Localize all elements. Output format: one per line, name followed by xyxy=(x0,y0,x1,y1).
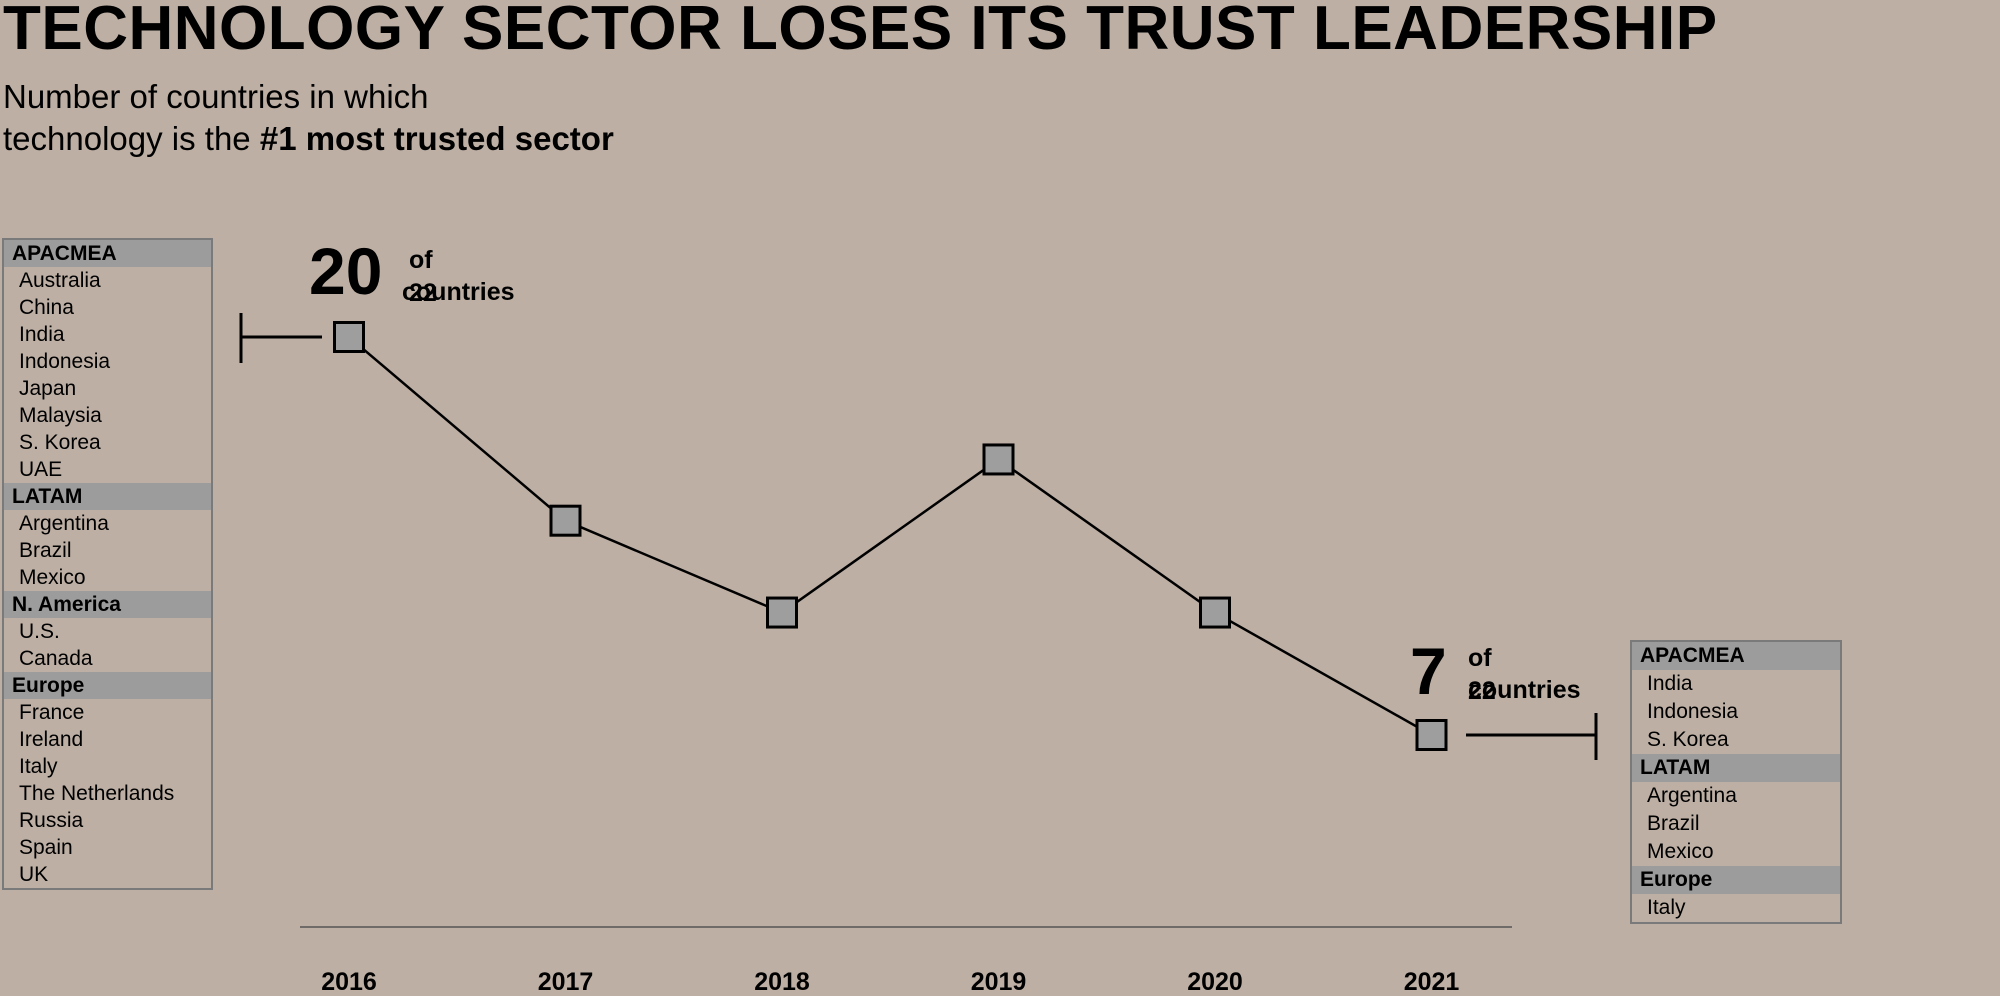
country-item: Ireland xyxy=(19,728,84,751)
x-tick-label: 2018 xyxy=(754,968,810,996)
country-item: UAE xyxy=(19,458,63,481)
x-tick-label: 2016 xyxy=(321,968,377,996)
region-header: LATAM xyxy=(4,483,211,510)
country-list-2016: APACMEA Australia China India Indonesia Japan… xyxy=(2,238,213,890)
country-item: Brazil xyxy=(19,539,72,562)
data-point-marker xyxy=(333,321,365,353)
data-point-marker xyxy=(1415,719,1448,751)
country-item: India xyxy=(19,323,65,346)
country-item: Indonesia xyxy=(1647,700,1739,723)
country-item: Italy xyxy=(19,755,58,778)
country-list-2021: APACMEA India Indonesia S. Korea LATAM Argent… xyxy=(1630,640,1842,924)
country-item: Indonesia xyxy=(19,350,111,373)
callout-start-suffix-2: countries xyxy=(402,278,515,306)
region-header: Europe xyxy=(4,672,211,699)
country-item: Argentina xyxy=(1647,784,1737,807)
region-header: N. America xyxy=(4,591,211,618)
region-header: APACMEA xyxy=(4,240,211,267)
subtitle-line-2-prefix: technology is the xyxy=(3,120,260,157)
x-tick-label: 2021 xyxy=(1404,968,1460,996)
region-header: Europe xyxy=(1632,866,1840,894)
country-item: France xyxy=(19,701,85,724)
country-item: Argentina xyxy=(19,512,109,535)
callout-start-value: 20 xyxy=(309,234,383,308)
chart-title: TECHNOLOGY SECTOR LOSES ITS TRUST LEADER… xyxy=(3,0,1718,63)
country-item: Mexico xyxy=(1647,840,1714,863)
country-item: UK xyxy=(19,863,49,886)
country-item: Italy xyxy=(1647,896,1686,919)
country-item: Japan xyxy=(19,377,77,400)
country-item: Brazil xyxy=(1647,812,1700,835)
x-tick-label: 2019 xyxy=(971,968,1027,996)
callout-end-suffix-2: countries xyxy=(1468,676,1581,704)
country-item: Mexico xyxy=(19,566,86,589)
country-item: Spain xyxy=(19,836,73,859)
country-item: Canada xyxy=(19,647,93,670)
subtitle-line-2-emphasis: #1 most trusted sector xyxy=(259,120,614,157)
chart-subtitle: Number of countries in which technology … xyxy=(3,76,614,160)
subtitle-line-2: technology is the #1 most trusted sector xyxy=(3,118,614,160)
country-item: S. Korea xyxy=(19,431,101,454)
country-item: India xyxy=(1647,672,1693,695)
data-point-marker xyxy=(1199,596,1231,629)
data-point-marker xyxy=(982,443,1015,476)
subtitle-line-1: Number of countries in which xyxy=(3,78,429,115)
country-item: The Netherlands xyxy=(19,782,175,805)
country-item: S. Korea xyxy=(1647,728,1729,751)
x-tick-label: 2017 xyxy=(538,968,594,996)
callout-end-suffix-1: of 22 xyxy=(1468,644,1496,705)
country-item: Malaysia xyxy=(19,404,102,427)
callout-start-suffix-1: of 22 xyxy=(409,246,437,307)
data-point-marker xyxy=(766,596,798,629)
data-point-marker xyxy=(549,504,582,537)
country-item: Australia xyxy=(19,269,101,292)
region-header: LATAM xyxy=(1632,754,1840,782)
callout-end-value: 7 xyxy=(1410,634,1447,708)
country-item: U.S. xyxy=(19,620,60,643)
region-header: APACMEA xyxy=(1632,642,1840,670)
country-item: China xyxy=(19,296,74,319)
series-line xyxy=(348,336,1433,737)
country-item: Russia xyxy=(19,809,84,832)
x-tick-label: 2020 xyxy=(1187,968,1243,996)
